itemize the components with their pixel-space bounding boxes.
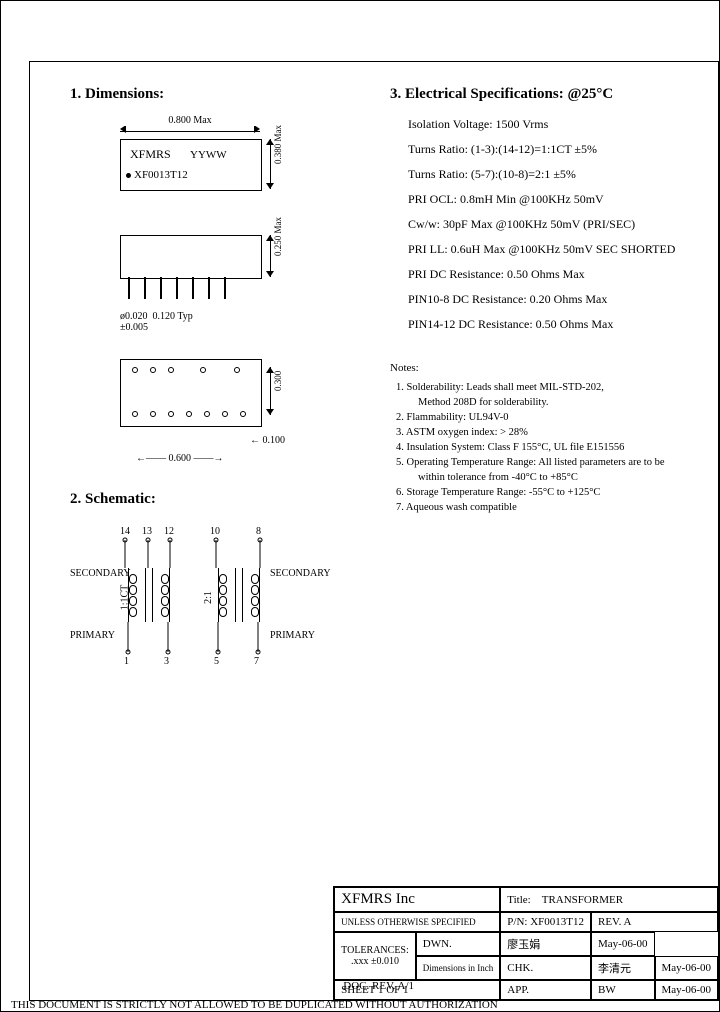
spec-line: Turns Ratio: (5-7):(10-8)=2:1 ±5% [408,167,700,182]
notes-title: Notes: [390,362,700,374]
notes-list: 1. Solderability: Leads shall meet MIL-S… [390,382,700,513]
pin-dia: ø0.020 [120,311,148,322]
note-line: 6. Storage Temperature Range: -55°C to +… [390,487,700,498]
dimensions-title: 1. Dimensions: [70,86,370,103]
note-line: 2. Flammability: UL94V-0 [390,412,700,423]
left-column: 1. Dimensions: 0.800 Max XFMRS YYWW XF00… [70,86,370,702]
app-name: BW [591,980,655,1000]
spec-line: PRI DC Resistance: 0.50 Ohms Max [408,267,700,282]
chip-date: YYWW [190,149,227,161]
spec-line: Isolation Voltage: 1500 Vrms [408,117,700,132]
spec-line: PRI LL: 0.6uH Max @100KHz 50mV SEC SHORT… [408,242,700,257]
doc-title: TRANSFORMER [542,894,623,906]
drawing-frame: 1. Dimensions: 0.800 Max XFMRS YYWW XF00… [29,61,719,1001]
chk-name: 李清元 [591,956,655,980]
right-column: 3. Electrical Specifications: @25°C Isol… [390,86,700,702]
schematic-title: 2. Schematic: [70,491,370,508]
revision: A [624,916,632,928]
dim-width: 0.800 Max [120,115,260,126]
spec-line: PIN10-8 DC Resistance: 0.20 Ohms Max [408,292,700,307]
note-line: 3. ASTM oxygen index: > 28% [390,427,700,438]
side-view: 0.250 Max ø0.020 0.120 Typ ±0.005 [100,225,300,335]
spec-line: PRI OCL: 0.8mH Min @100KHz 50mV [408,192,700,207]
note-line: 5. Operating Temperature Range: All list… [390,457,700,468]
top-view: 0.800 Max XFMRS YYWW XF0013T12 0.380 Max [100,117,300,207]
dim-height: 0.380 Max [273,125,283,164]
page: 1. Dimensions: 0.800 Max XFMRS YYWW XF00… [0,0,720,1012]
dim-len: 0.600 [169,453,192,464]
dim-side-h: 0.250 Max [273,217,283,256]
title-block: XFMRS Inc Title: TRANSFORMER UNLESS OTHE… [333,886,718,1000]
spec-line: Cw/w: 30pF Max @100KHz 50mV (PRI/SEC) [408,217,700,232]
disclaimer: THIS DOCUMENT IS STRICTLY NOT ALLOWED TO… [11,999,498,1011]
chip-brand: XFMRS [130,147,171,162]
dim-edge: 0.100 [263,435,286,446]
schematic-drawing: 14 13 12 10 8 SECONDARY [70,522,340,702]
spec-line: Turns Ratio: (1-3):(14-12)=1:1CT ±5% [408,142,700,157]
spec-line: PIN14-12 DC Resistance: 0.50 Ohms Max [408,317,700,332]
note-line: 1. Solderability: Leads shall meet MIL-S… [390,382,700,393]
note-line: 4. Insulation System: Class F 155°C, UL … [390,442,700,453]
chip-part: XF0013T12 [134,169,188,181]
pin-pitch: 0.120 Typ [153,311,193,322]
sheet: SHEET 1 OF 1 [334,980,500,1000]
pin-tol: ±0.005 [120,322,148,333]
note-continuation: Method 208D for solderability. [390,397,700,408]
schematic-wires [70,522,340,682]
company: XFMRS Inc [341,891,415,907]
part-number: XF0013T12 [530,916,584,928]
note-continuation: within tolerance from -40°C to +85°C [390,472,700,483]
bottom-view: 0.300 ← 0.100 ←—— 0.600 ——→ [100,353,300,473]
specs-list: Isolation Voltage: 1500 Vrms Turns Ratio:… [390,117,700,332]
note-line: 7. Aqueous wash compatible [390,502,700,513]
dwn-name: 廖玉娟 [500,932,591,956]
specs-title: 3. Electrical Specifications: @25°C [390,86,700,103]
dim-row: 0.300 [273,371,283,391]
